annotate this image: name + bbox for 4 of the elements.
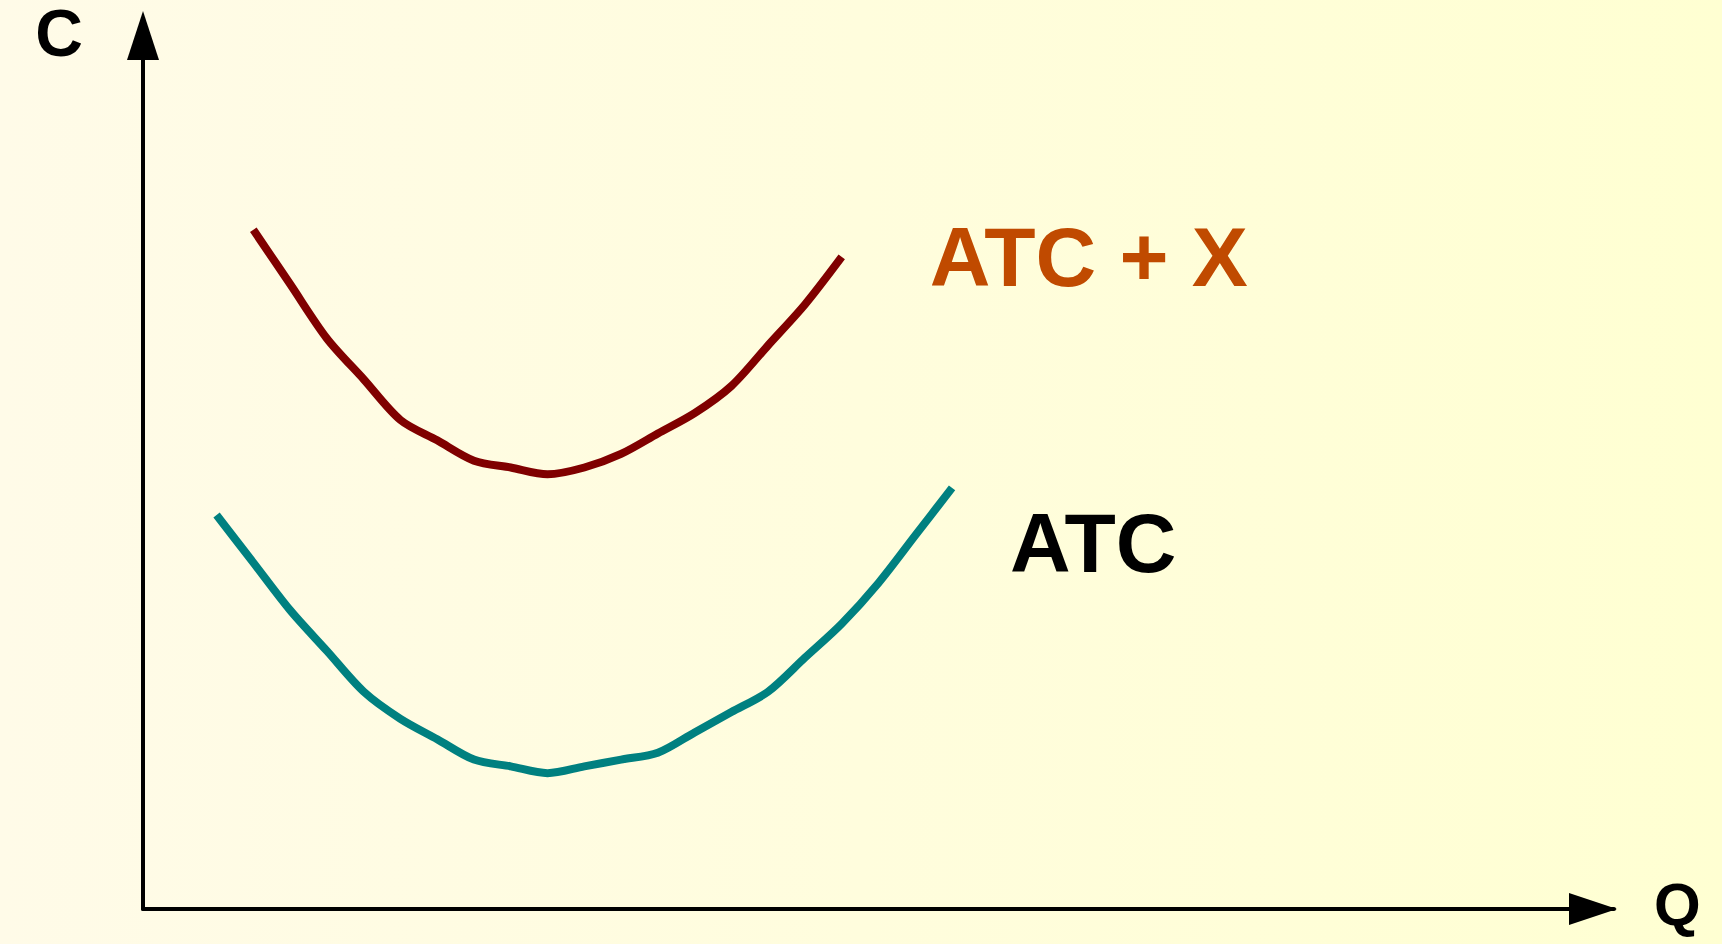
y-axis-title: C	[35, 0, 83, 70]
series-label: ATC	[1010, 495, 1177, 590]
x-axis-title: Q	[1654, 870, 1701, 938]
series-label: ATC + X	[929, 209, 1248, 304]
